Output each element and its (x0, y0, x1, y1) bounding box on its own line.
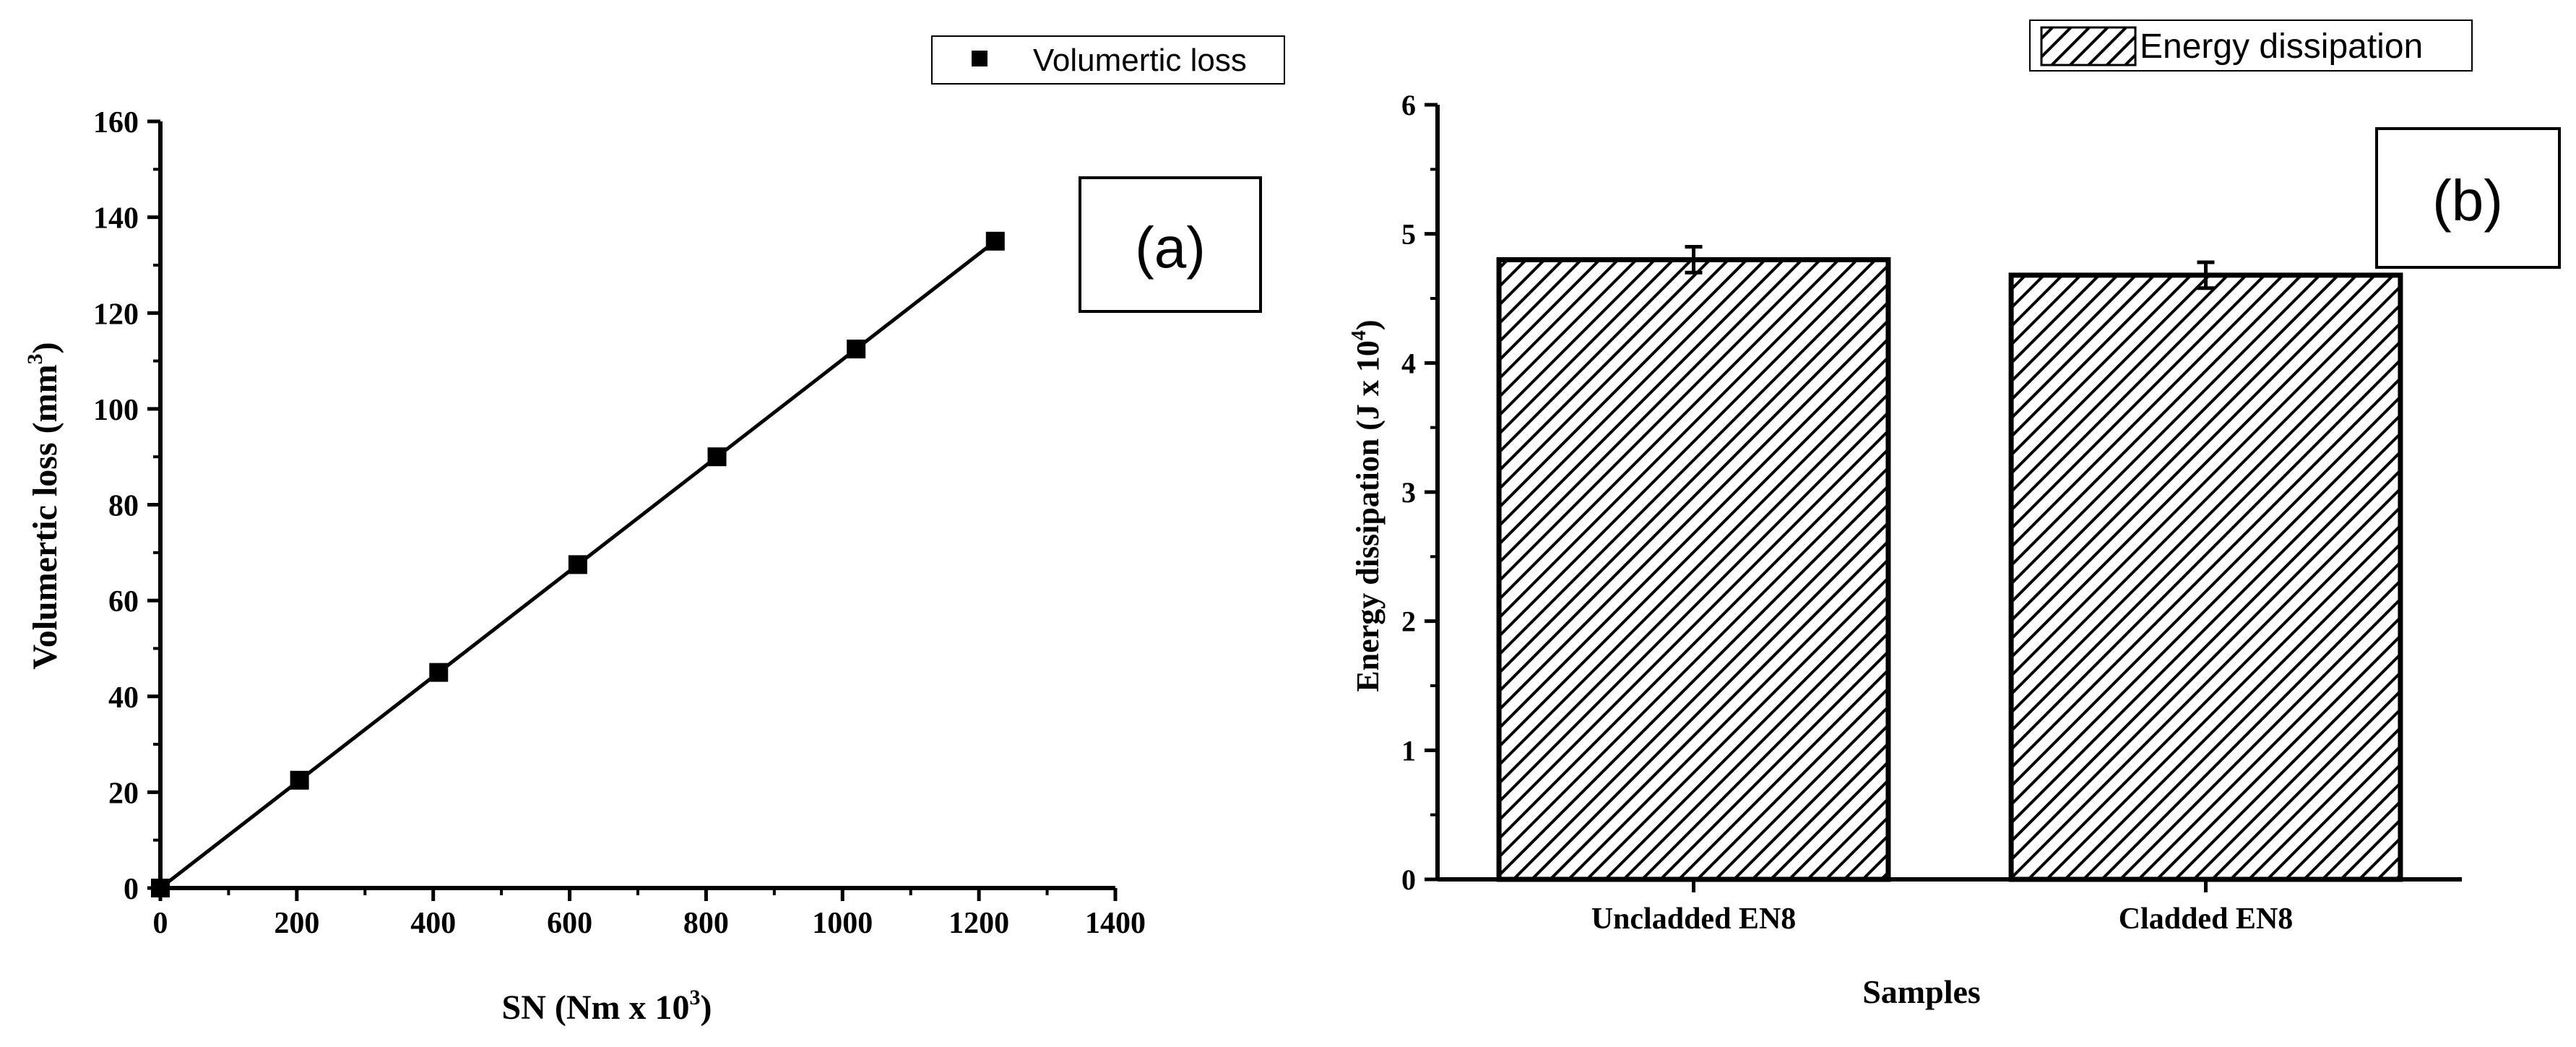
panel-a: 0 20 40 60 80 100 120 140 160 0 200 400 600 800 1000 1… (23, 35, 1285, 1027)
panel-a-data-point (707, 447, 727, 467)
panel-a-x-tick-label: 1200 (948, 907, 1009, 940)
panel-a-x-tick-label: 800 (683, 907, 729, 940)
panel-a-x-ticks: 0 200 400 600 800 1000 1200 1400 (153, 888, 1146, 940)
panel-b-bar (1496, 257, 1891, 882)
panel-a-legend-marker (972, 51, 987, 66)
panel-b: 0 1 2 3 4 5 6 Uncladded EN8 Cladded EN8 Samples… (1348, 20, 2561, 1010)
panel-a-plot-area (151, 231, 1005, 897)
panel-a-label-frame (1079, 176, 1262, 313)
panel-a-x-tick-label: 600 (547, 907, 592, 940)
panel-b-y-axis-title: Energy dissipation (J x 104) (1348, 319, 1386, 691)
panel-a-label-box: (a) (1079, 176, 1262, 313)
panel-b-legend: Energy dissipation (2029, 20, 2473, 72)
panel-b-y-tick-label: 4 (1401, 347, 1416, 379)
panel-b-legend-swatch (2040, 26, 2137, 66)
panel-b-bar (2008, 272, 2403, 882)
panel-a-y-tick-label: 120 (93, 298, 139, 331)
panel-a-label: (a) (1135, 215, 1206, 280)
panel-a-data-point (568, 555, 587, 574)
panel-a-y-ticks: 0 20 40 60 80 100 120 140 160 (93, 106, 160, 906)
panel-a-y-tick-label: 40 (108, 681, 139, 715)
panel-a-x-tick-label: 400 (410, 907, 456, 940)
panel-a-y-tick-label: 0 (124, 873, 139, 906)
panel-b-y-ticks: 0 1 2 3 4 5 6 (1401, 89, 1438, 896)
panel-a-y-tick-label: 140 (93, 202, 139, 236)
panel-b-bars (1496, 245, 2403, 882)
panel-b-x-axis-title: Samples (1862, 973, 1981, 1010)
panel-a-y-tick-label: 80 (108, 490, 139, 523)
panel-b-y-tick-label: 0 (1401, 863, 1416, 896)
panel-a-data-point (151, 879, 170, 897)
panel-a-data-point (985, 231, 1005, 251)
panel-a-data-point (290, 770, 309, 790)
panel-b-y-tick-label: 5 (1401, 218, 1416, 251)
panel-a-y-axis-title: Volumertic loss (mm3) (23, 342, 64, 669)
panel-a-x-axis-title: SN (Nm x 103) (502, 986, 712, 1027)
panel-a-y-tick-label: 20 (108, 777, 139, 810)
panel-a-x-tick-label: 200 (274, 907, 319, 940)
panel-a-x-tick-label: 0 (153, 907, 168, 940)
panel-b-label-frame (2375, 127, 2561, 269)
panel-b-y-tick-label: 1 (1401, 734, 1416, 767)
panel-a-y-tick-label: 60 (108, 585, 139, 619)
panel-a-data-point (847, 339, 866, 358)
panel-b-y-tick-label: 2 (1401, 606, 1416, 638)
panel-a-x-tick-label: 1400 (1085, 907, 1146, 940)
panel-b-x-tick-label: Cladded EN8 (2119, 902, 2294, 936)
panel-b-label: (b) (2432, 168, 2503, 233)
panel-a-legend-box (931, 35, 1285, 85)
panel-b-y-tick-label: 3 (1401, 476, 1416, 509)
panel-a-x-tick-label: 1000 (812, 907, 873, 940)
panel-b-x-tick-labels: Uncladded EN8 Cladded EN8 (1591, 879, 2294, 936)
panel-b-label-box: (b) (2375, 127, 2561, 269)
panel-a-y-tick-label: 100 (93, 394, 139, 427)
panel-b-x-tick-label: Uncladded EN8 (1591, 902, 1797, 936)
panel-a-legend: Volumertic loss (931, 35, 1285, 85)
panel-a-y-tick-label: 160 (93, 106, 139, 139)
panel-a-data-point (429, 663, 449, 682)
panel-b-y-tick-label: 6 (1401, 89, 1416, 121)
panel-a-legend-label: Volumertic loss (1033, 43, 1247, 78)
panel-b-legend-label: Energy dissipation (2140, 27, 2423, 66)
